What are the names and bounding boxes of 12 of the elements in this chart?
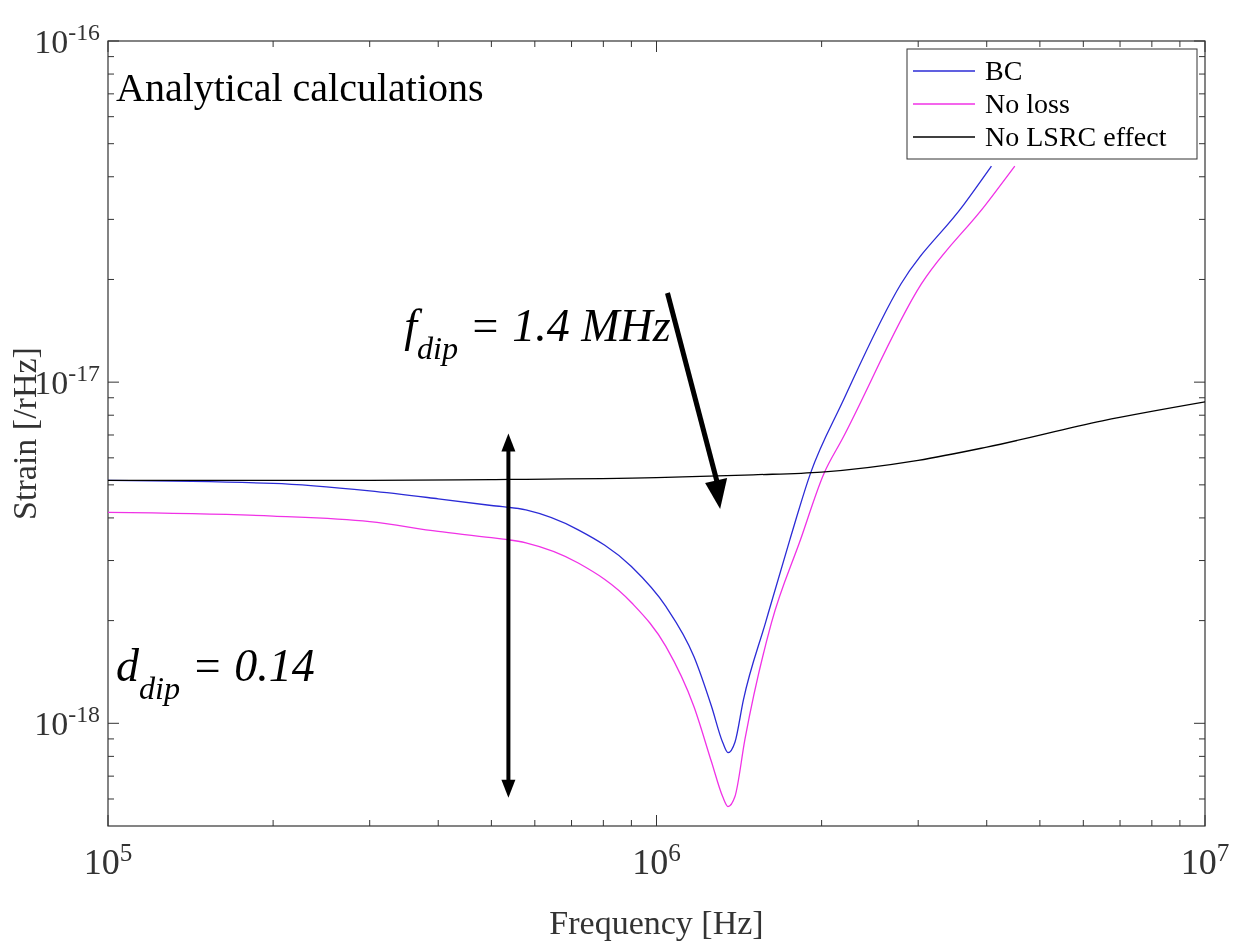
- annotation: d$_{dip}$ = 0.14: [116, 640, 315, 706]
- x-axis-title: Frequency [Hz]: [549, 904, 764, 941]
- x-tick-label: 10$^{6}$: [632, 838, 681, 882]
- annotation: f$_{dip}$ = 1.4 MHz: [404, 300, 671, 366]
- legend-label: No LSRC effect: [985, 121, 1167, 152]
- x-tick-label: 10$^{7}$: [1180, 838, 1230, 882]
- legend-label: BC: [985, 55, 1023, 86]
- annotation: Analytical calculations: [116, 65, 484, 110]
- y-tick-label: 10$^{-18}$: [34, 701, 100, 743]
- legend-label: No loss: [985, 88, 1070, 119]
- y-tick-label: 10$^{-16}$: [34, 19, 101, 60]
- x-tick-label: 10$^{5}$: [83, 838, 133, 882]
